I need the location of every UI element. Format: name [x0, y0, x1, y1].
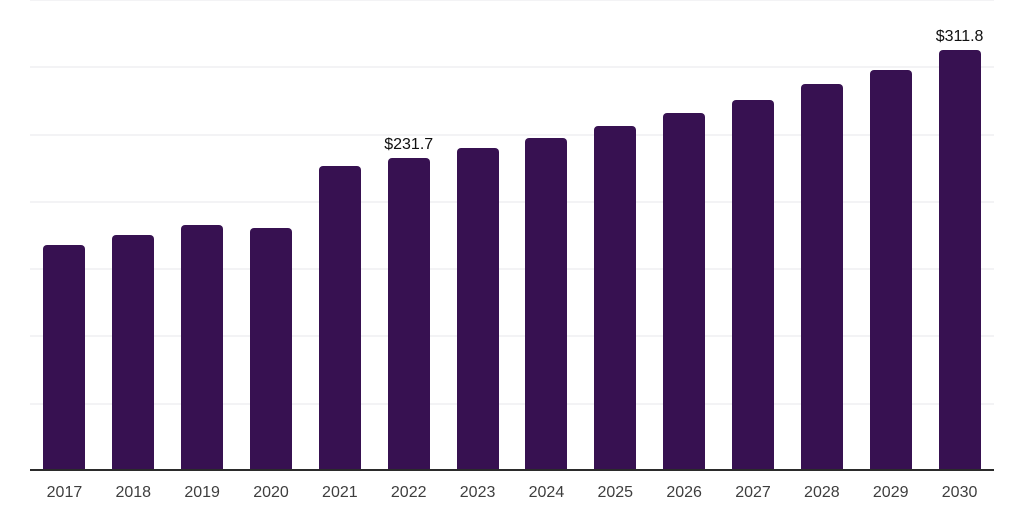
x-tick-label-2018: 2018 [115, 484, 152, 501]
bar-2021 [318, 165, 361, 470]
bar-2017 [43, 245, 86, 470]
x-tick-label-2019: 2019 [184, 484, 220, 501]
x-tick-label-2024: 2024 [528, 484, 565, 501]
bar-2029 [869, 69, 912, 470]
gridline-100 [30, 335, 994, 338]
bar-2024 [525, 137, 568, 470]
x-tick-label-2025: 2025 [597, 484, 634, 501]
x-tick-label-2028: 2028 [804, 484, 840, 501]
gridline-250 [30, 133, 994, 136]
bar-2020 [250, 227, 292, 470]
bar-2027 [732, 99, 774, 470]
gridline-150 [30, 268, 994, 271]
bar-2026 [663, 112, 706, 470]
x-tick-label-2027: 2027 [735, 484, 771, 501]
bar-2025 [594, 125, 637, 470]
bar-2030 [938, 50, 981, 470]
bar-2022 [387, 158, 430, 470]
x-tick-label-2021: 2021 [322, 484, 358, 501]
gridline-350 [30, 0, 994, 1]
bar-2018 [112, 235, 155, 470]
x-tick-label-2017: 2017 [46, 484, 83, 501]
x-tick-label-2026: 2026 [666, 484, 702, 501]
bar-2023 [456, 147, 499, 470]
x-tick-label-2023: 2023 [459, 484, 496, 501]
data-label-2030: $311.8 [935, 28, 984, 46]
bar-2019 [181, 225, 224, 470]
plot-area: $231.7 $311.8 [30, 0, 994, 471]
x-tick-label-2030: 2030 [941, 484, 978, 501]
x-axis-line [30, 469, 994, 471]
x-axis-labels: 2017 2018 2019 2020 2021 2022 2023 2024 2025 2026… [30, 483, 994, 505]
gridline-300 [30, 66, 994, 69]
gridline-200 [30, 200, 994, 203]
x-tick-label-2022: 2022 [390, 484, 427, 501]
gridline-50 [30, 402, 994, 405]
x-tick-label-2020: 2020 [253, 484, 289, 501]
x-tick-label-2029: 2029 [872, 484, 909, 501]
bar-2028 [800, 84, 843, 470]
data-label-2022: $231.7 [384, 136, 434, 154]
